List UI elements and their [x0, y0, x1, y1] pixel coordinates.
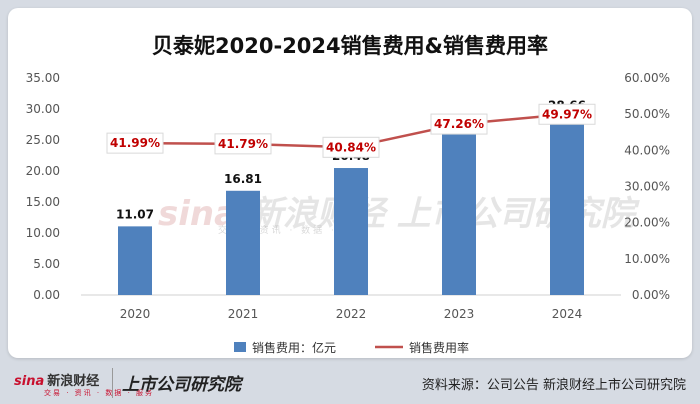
bar — [118, 226, 152, 295]
watermark-sub: 交易 · 资讯 · 数据 · 服务 — [218, 226, 367, 236]
y-left-tick-label: 35.00 — [26, 71, 60, 85]
sina-logo: sina 新浪财经 — [14, 370, 99, 389]
y-axis-left: 0.00 5.00 10.00 15.00 20.00 25.00 30.00 35.00 — [26, 71, 60, 302]
x-tick-label: 2020 — [120, 307, 151, 321]
x-tick-label: 2023 — [444, 307, 475, 321]
rate-label: 47.26% — [430, 113, 488, 135]
bar — [226, 190, 260, 295]
x-tick-label: 2021 — [228, 307, 259, 321]
combo-chart: 0.00 5.00 10.00 15.00 20.00 25.00 30.00 35.00 0… — [26, 71, 670, 355]
rate-label-text: 41.79% — [218, 137, 268, 151]
legend-bar-swatch — [234, 342, 246, 352]
footer: sina 新浪财经 交易 · 资讯 · 数据 · 服务 上市公司研究院 资料来源：… — [0, 360, 700, 404]
chart-title: 贝泰妮2020-2024销售费用&销售费用率 — [152, 34, 548, 58]
chart-card: 贝泰妮2020-2024销售费用&销售费用率 sina 新浪财经 上市公司研究院… — [8, 8, 692, 358]
sina-logo-sub: 交易 · 资讯 · 数据 · 服务 — [44, 389, 155, 397]
rate-label-box — [430, 113, 488, 135]
bar — [334, 168, 368, 295]
y-left-tick-label: 30.00 — [26, 102, 60, 116]
brand-divider — [112, 368, 113, 398]
legend-line-label: 销售费用率 — [409, 340, 469, 355]
bar-value-label: 11.07 — [116, 207, 154, 221]
rate-label-box — [214, 133, 272, 155]
y-right-tick-label: 0.00% — [632, 288, 670, 302]
rate-label-text: 49.97% — [542, 107, 592, 121]
y-right-tick-label: 10.00% — [624, 252, 670, 266]
y-right-tick-label: 50.00% — [624, 107, 670, 121]
legend-bar-label: 销售费用：亿元 — [252, 340, 336, 355]
rate-labels: 41.99% 41.79% 40.84% 47.26% 49.97% — [106, 103, 596, 158]
rate-label-box — [538, 103, 596, 125]
y-left-tick-label: 5.00 — [33, 257, 60, 271]
y-axis-right: 0.00% 10.00% 20.00% 30.00% 40.00% 50.00% 60.00… — [624, 71, 670, 302]
y-right-tick-label: 60.00% — [624, 71, 670, 85]
y-left-tick-label: 25.00 — [26, 133, 60, 147]
research-logo: 上市公司研究院 — [122, 375, 241, 395]
watermark-research: 上市公司研究院 — [396, 194, 635, 234]
rate-label: 40.84% — [322, 136, 380, 158]
bar — [442, 133, 476, 295]
rate-label-box — [106, 132, 164, 154]
bar-value-label: 16.81 — [224, 172, 262, 186]
source-note: 资料来源：公司公告 新浪财经上市公司研究院 — [421, 378, 686, 393]
y-right-tick-label: 20.00% — [624, 216, 670, 230]
y-left-tick-label: 15.00 — [26, 195, 60, 209]
rate-label: 49.97% — [538, 103, 596, 125]
x-tick-label: 2024 — [552, 307, 583, 321]
rate-label: 41.99% — [106, 132, 164, 154]
bar — [550, 117, 584, 295]
bar-series — [118, 117, 584, 295]
sina-logo-cn: 新浪财经 — [47, 374, 100, 389]
x-axis: 2020 2021 2022 2023 2024 — [120, 307, 583, 321]
y-left-tick-label: 20.00 — [26, 164, 60, 178]
y-right-tick-label: 30.00% — [624, 180, 670, 194]
sina-logo-text: sina — [14, 374, 45, 389]
legend: 销售费用：亿元 销售费用率 — [234, 340, 469, 355]
y-right-tick-label: 40.00% — [624, 143, 670, 157]
rate-label: 41.79% — [214, 133, 272, 155]
watermark-sina: sina — [158, 194, 238, 234]
rate-label-box — [322, 136, 380, 158]
rate-label-text: 40.84% — [326, 140, 376, 154]
y-left-tick-label: 10.00 — [26, 226, 60, 240]
y-left-tick-label: 0.00 — [33, 288, 60, 302]
x-tick-label: 2022 — [336, 307, 367, 321]
rate-label-text: 47.26% — [434, 117, 484, 131]
rate-label-text: 41.99% — [110, 136, 160, 150]
